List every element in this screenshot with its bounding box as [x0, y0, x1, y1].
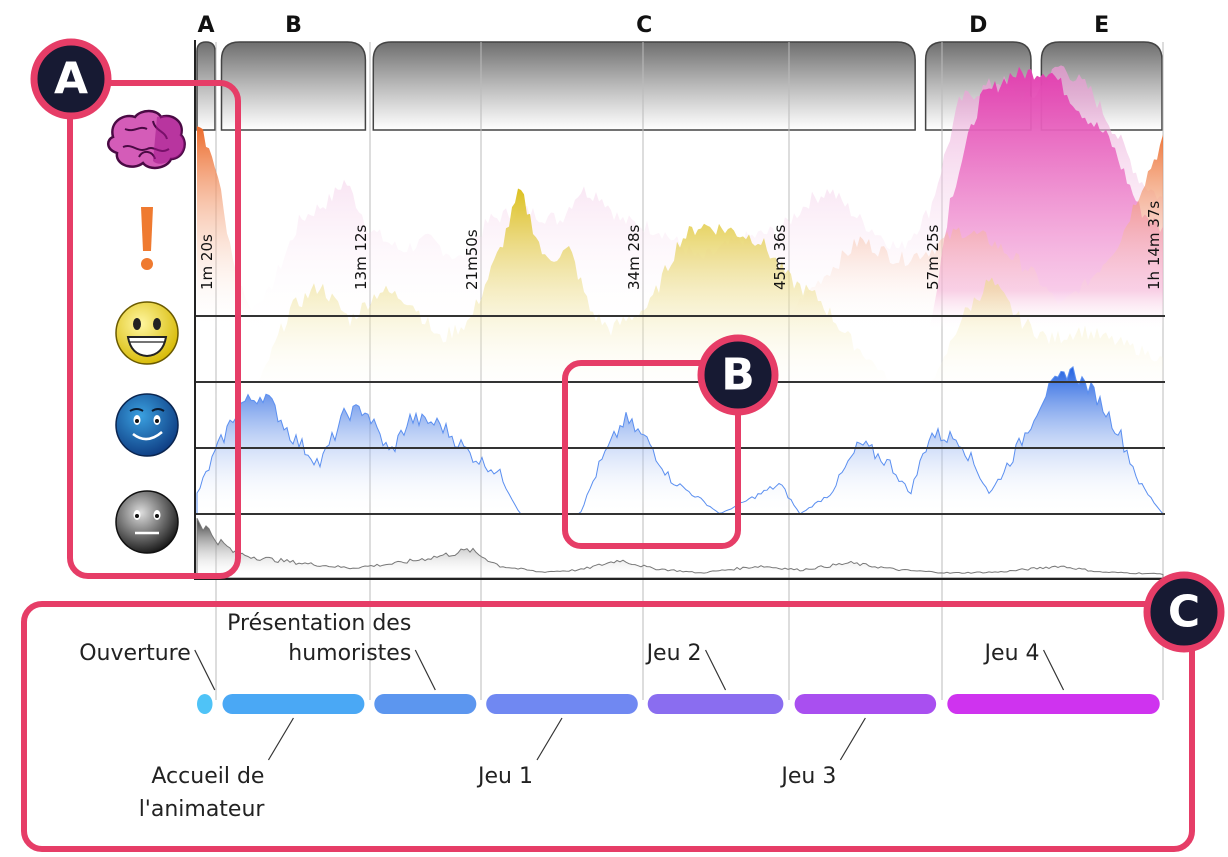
phase-0: Ouverture [79, 641, 216, 714]
phase-leader-line [536, 717, 563, 761]
callout-letter-a: A [54, 54, 88, 105]
phase-leader-line [1042, 649, 1065, 691]
time-marker-label: 1h 14m 37s [1145, 201, 1163, 290]
phase-leader-line [414, 649, 436, 691]
segment-letter: B [285, 13, 302, 38]
time-marker-label: 13m 12s [352, 224, 370, 290]
smiling-area [196, 366, 1165, 515]
time-marker-label: 21m50s [463, 229, 481, 290]
phase-label: Accueil de [151, 764, 264, 789]
phase-5: Jeu 3 [779, 694, 937, 789]
phase-bar [794, 694, 937, 714]
time-marker-label: 57m 25s [924, 224, 942, 290]
segment-tab-c: C [372, 13, 916, 131]
neutral-face-icon [115, 490, 179, 554]
phase-bar [197, 694, 213, 714]
phase-1: Accueil de l'animateur [139, 694, 365, 822]
phase-bar [647, 694, 784, 714]
time-marker-label: 34m 28s [625, 224, 643, 290]
phase-bar [374, 694, 477, 714]
callout-letter-c: C [1168, 587, 1200, 638]
phase-label: humoristes [288, 641, 411, 666]
exclamation-icon [141, 207, 153, 270]
phase-timeline: Ouverture Accueil de l'animateur Présentati… [79, 611, 1160, 822]
phase-label: Ouverture [79, 641, 191, 666]
phase-bar [947, 694, 1160, 714]
phase-leader-line [839, 717, 866, 761]
phase-label: Jeu 1 [476, 764, 533, 789]
neutral-area [196, 517, 1164, 579]
callout-badge-c: C [1143, 571, 1225, 653]
time-marker-labels: 1m 20s 13m 12s 21m50s 34m 28s 45m 36s 57m 25s… [198, 201, 1163, 290]
phase-4: Jeu 2 [645, 641, 784, 714]
surprise-area [197, 126, 1163, 330]
callout-badge-a: A [30, 38, 112, 120]
segment-letter: A [197, 13, 214, 38]
time-marker-label: 1m 20s [198, 234, 216, 290]
brain-icon [107, 109, 186, 170]
phase-2: Présentation des humoristes [227, 611, 477, 714]
phase-label: Jeu 4 [983, 641, 1040, 666]
callout-box-c [21, 601, 1195, 852]
phase-bar [486, 694, 638, 714]
phase-bar [222, 694, 365, 714]
phase-label: Jeu 3 [779, 764, 836, 789]
laughing-face-icon [115, 301, 179, 365]
segment-letter: D [969, 13, 987, 38]
phase-label: Jeu 2 [645, 641, 702, 666]
phase-leader-line [705, 649, 727, 691]
phase-6: Jeu 4 [947, 641, 1160, 714]
time-marker-label: 45m 36s [771, 224, 789, 290]
segment-letter: C [636, 13, 652, 38]
segment-tabs: A B C D E [196, 13, 1163, 131]
callout-letter-b: B [721, 350, 755, 401]
smiling-face-icon [115, 393, 179, 457]
segment-tab-b: B [220, 13, 367, 131]
phase-leader-line [267, 717, 294, 761]
phase-label: Présentation des [227, 611, 411, 636]
emotion-icons [107, 109, 186, 554]
segment-tab-a: A [196, 13, 216, 131]
phase-leader-line [194, 649, 216, 691]
callout-badge-b: B [697, 334, 779, 416]
laughing-area [197, 188, 1163, 400]
segment-letter: E [1094, 13, 1109, 38]
phase-3: Jeu 1 [476, 694, 638, 789]
emotion-area-curves [196, 65, 1165, 579]
callout-box-b [562, 360, 741, 549]
callout-box-a [67, 80, 241, 579]
row-baselines [195, 315, 1165, 515]
phase-label: l'animateur [139, 797, 266, 822]
